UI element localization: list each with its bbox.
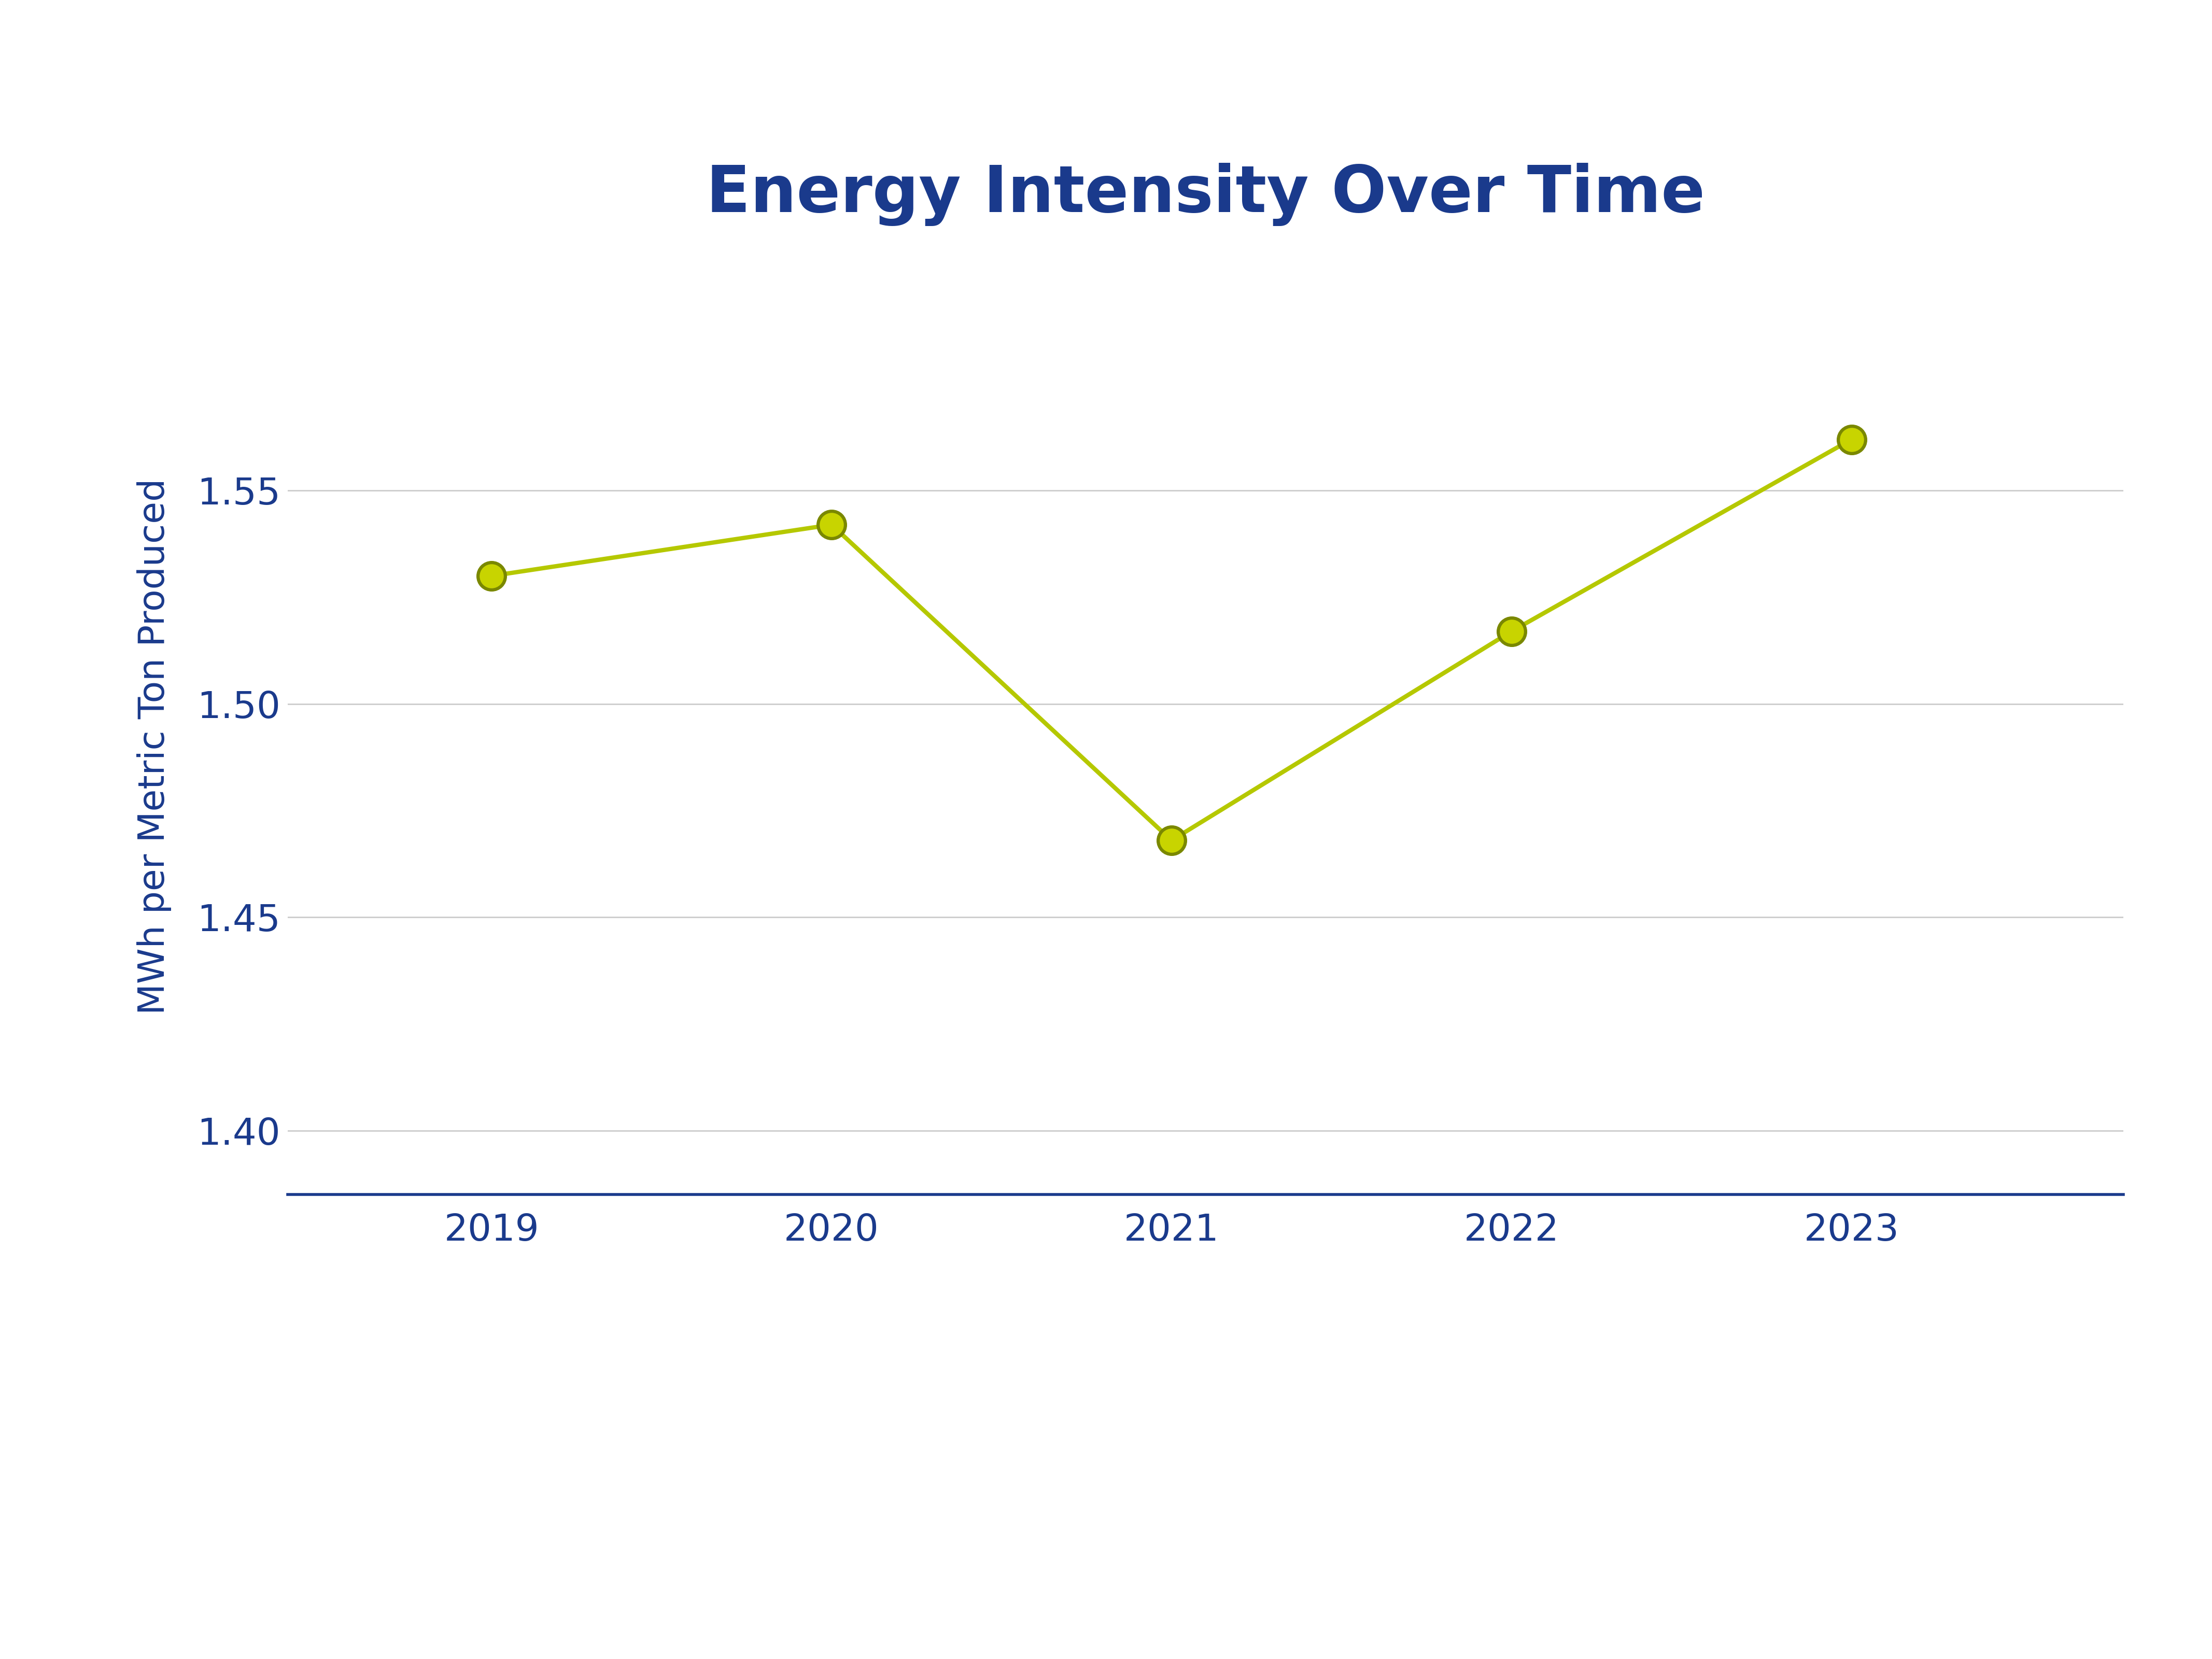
Y-axis label: MWh per Metric Ton Produced: MWh per Metric Ton Produced [137, 478, 173, 1015]
Title: Energy Intensity Over Time: Energy Intensity Over Time [706, 163, 1705, 226]
